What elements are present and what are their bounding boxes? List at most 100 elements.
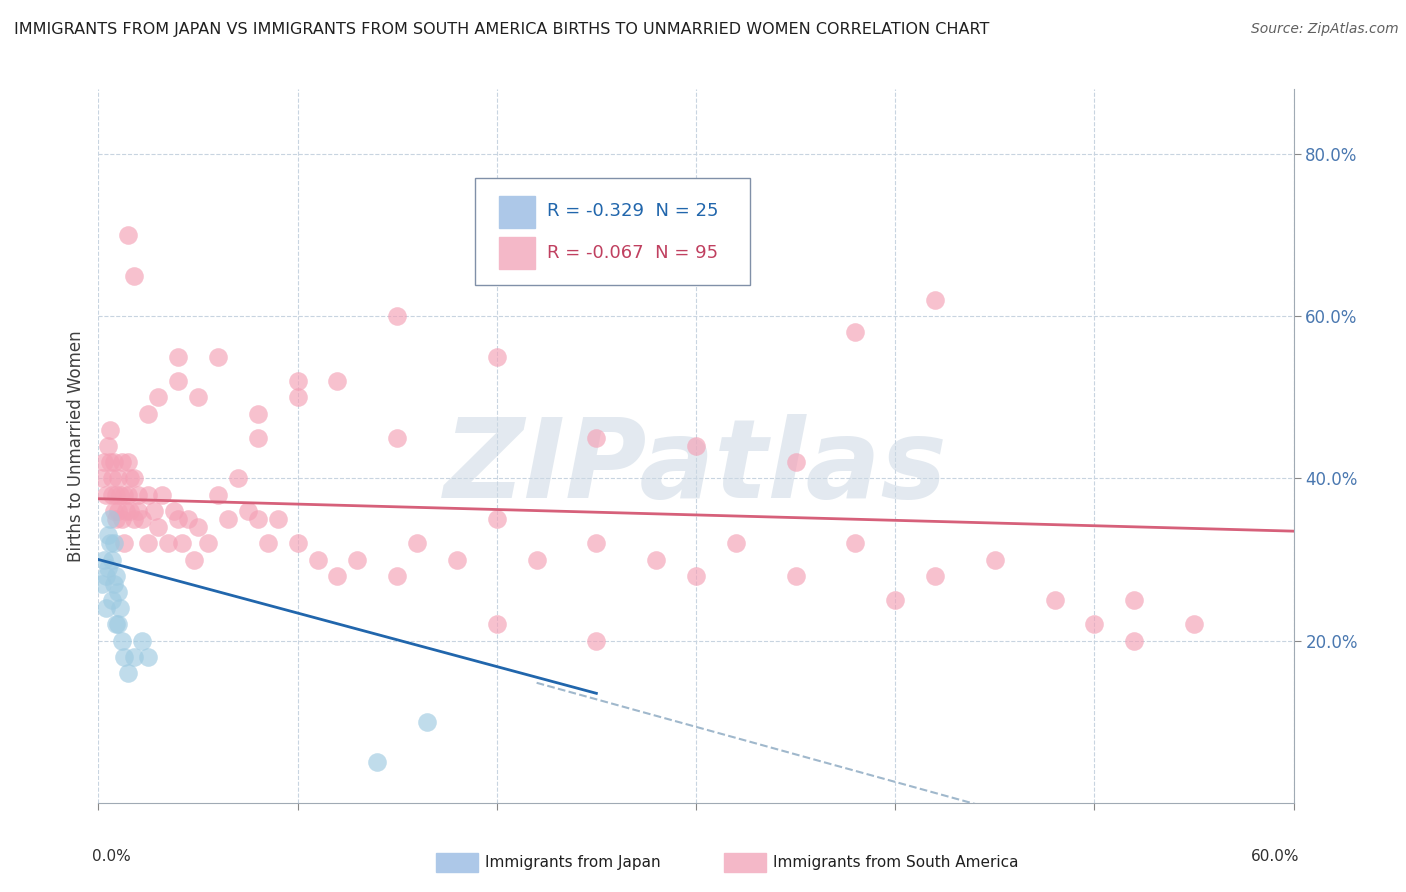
Point (207, 488, 229, 502)
Text: Immigrants from South America: Immigrants from South America (773, 855, 1019, 870)
Point (1123, 633, 1146, 648)
Point (111, 633, 134, 648)
Point (136, 407, 159, 421)
Point (326, 568, 349, 582)
Point (167, 374, 190, 388)
Point (187, 520, 209, 534)
Point (167, 512, 190, 526)
Point (236, 504, 259, 518)
Point (131, 633, 153, 648)
Point (96, 488, 118, 502)
Point (93, 455, 115, 469)
Point (101, 552, 124, 566)
Point (177, 512, 200, 526)
Point (120, 504, 142, 518)
Text: 0.0%: 0.0% (93, 849, 131, 864)
Point (107, 617, 129, 632)
Point (105, 568, 128, 582)
Point (724, 536, 747, 550)
Point (287, 536, 309, 550)
Point (1083, 617, 1105, 632)
Point (148, 520, 170, 534)
Point (103, 577, 125, 591)
Point (107, 585, 129, 599)
Point (97, 528, 120, 542)
Bar (499, 237, 534, 269)
Text: R = -0.067  N = 95: R = -0.067 N = 95 (547, 244, 717, 262)
Point (385, 431, 409, 445)
Point (187, 390, 209, 404)
Point (1043, 593, 1066, 607)
Point (112, 488, 135, 502)
Point (924, 293, 946, 307)
Point (157, 536, 180, 550)
Point (1182, 617, 1205, 632)
Point (111, 512, 134, 526)
Point (526, 552, 548, 566)
Point (197, 536, 219, 550)
Point (287, 390, 309, 404)
Point (93, 552, 115, 566)
Point (105, 488, 128, 502)
Point (148, 390, 170, 404)
Point (91, 577, 114, 591)
Point (785, 455, 807, 469)
Point (103, 536, 125, 550)
Point (143, 504, 166, 518)
Text: IMMIGRANTS FROM JAPAN VS IMMIGRANTS FROM SOUTH AMERICA BIRTHS TO UNMARRIED WOMEN: IMMIGRANTS FROM JAPAN VS IMMIGRANTS FROM… (14, 22, 990, 37)
Point (105, 512, 128, 526)
Point (844, 326, 866, 340)
Point (111, 455, 134, 469)
Point (98, 536, 122, 550)
Point (105, 617, 128, 632)
Point (101, 471, 124, 485)
Text: 60.0%: 60.0% (1251, 849, 1299, 864)
Point (110, 601, 132, 615)
Point (117, 228, 139, 243)
Point (246, 512, 269, 526)
Point (150, 488, 173, 502)
Point (585, 633, 607, 648)
Text: Immigrants from Japan: Immigrants from Japan (485, 855, 661, 870)
Point (226, 471, 249, 485)
Point (112, 536, 135, 550)
Point (103, 455, 125, 469)
Point (924, 568, 946, 582)
Point (385, 310, 409, 324)
Point (101, 488, 124, 502)
Point (406, 536, 429, 550)
Point (96, 568, 118, 582)
Point (585, 431, 607, 445)
Point (97, 439, 120, 453)
Point (585, 536, 607, 550)
Point (127, 488, 149, 502)
Bar (499, 196, 534, 228)
Point (207, 350, 229, 364)
Point (98, 455, 122, 469)
Point (785, 568, 807, 582)
Point (91, 471, 114, 485)
Point (446, 552, 468, 566)
Point (366, 756, 388, 770)
Point (167, 350, 190, 364)
Point (172, 536, 194, 550)
Point (485, 617, 508, 632)
Point (685, 439, 707, 453)
Point (267, 512, 290, 526)
Point (183, 552, 205, 566)
Point (416, 714, 439, 729)
Point (127, 504, 149, 518)
Text: Source: ZipAtlas.com: Source: ZipAtlas.com (1251, 22, 1399, 37)
Point (256, 536, 278, 550)
Point (385, 568, 409, 582)
Point (246, 431, 269, 445)
Point (117, 455, 139, 469)
Point (485, 512, 508, 526)
Point (98, 512, 122, 526)
Point (112, 649, 135, 664)
Point (107, 471, 129, 485)
Point (101, 593, 124, 607)
Point (485, 350, 508, 364)
Point (884, 593, 907, 607)
Point (103, 504, 125, 518)
